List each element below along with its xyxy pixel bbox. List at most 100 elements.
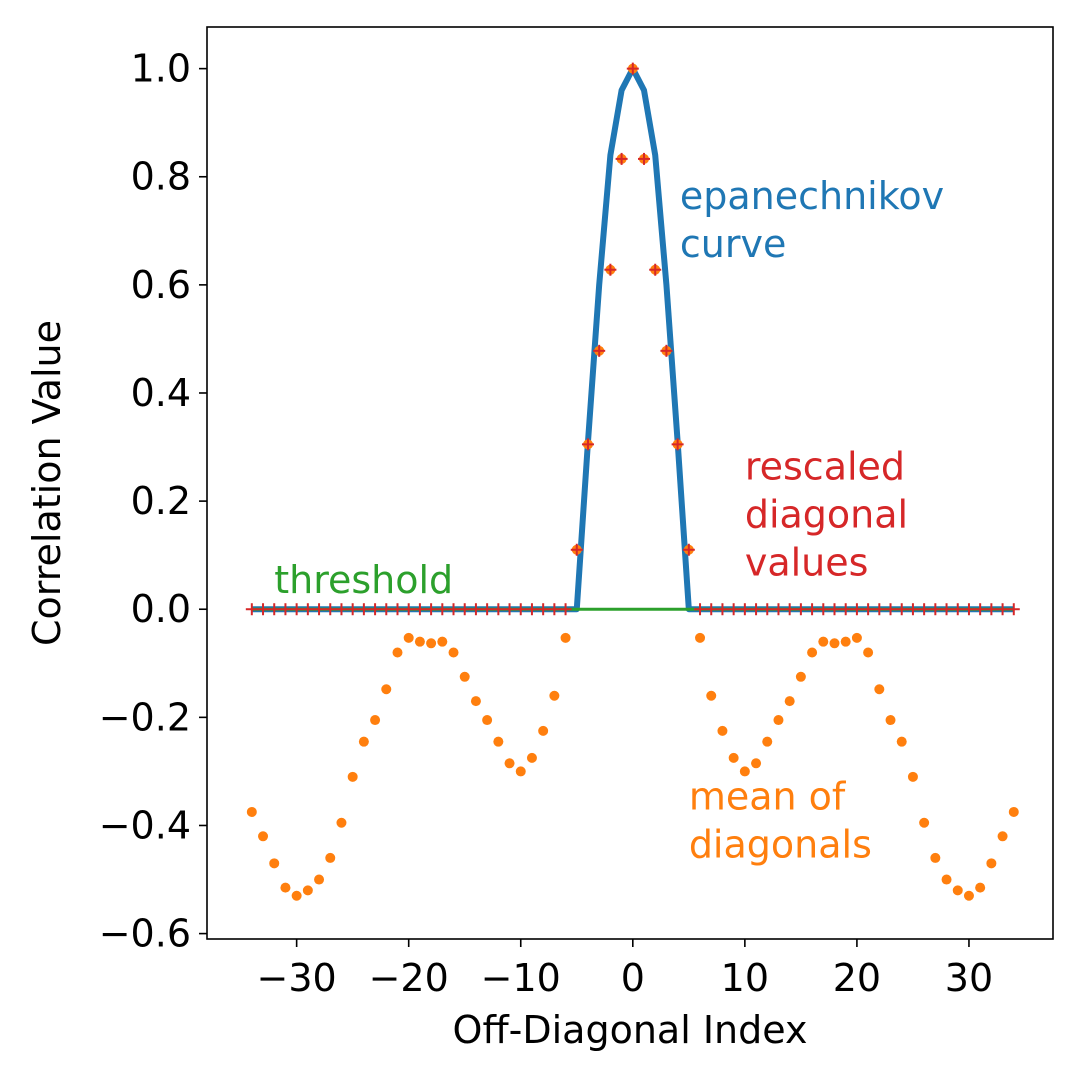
plus-marker [626, 62, 639, 75]
plus-marker [492, 603, 505, 616]
data-point [482, 715, 493, 726]
plus-marker [447, 603, 460, 616]
data-point [717, 725, 728, 736]
plus-marker [570, 543, 583, 556]
data-point [437, 636, 448, 647]
plus-marker [301, 603, 314, 616]
x-tick-label: 0 [621, 956, 645, 1000]
y-tick-label: −0.6 [99, 912, 191, 956]
plus-marker [1007, 603, 1020, 616]
series-3-plus [245, 62, 1020, 616]
plus-marker [481, 603, 494, 616]
plus-marker [794, 603, 807, 616]
plus-marker [985, 603, 998, 616]
plus-marker [245, 603, 258, 616]
data-point [930, 852, 941, 863]
x-axis-label: Off-Diagonal Index [453, 1008, 808, 1052]
annotation-label: epanechnikov curve [680, 174, 944, 266]
data-point [896, 736, 907, 747]
data-point [370, 715, 381, 726]
data-point [448, 647, 459, 658]
data-point [314, 874, 325, 885]
data-point [347, 771, 358, 782]
plus-marker [469, 603, 482, 616]
plus-marker [918, 603, 931, 616]
data-point [325, 852, 336, 863]
data-point [459, 671, 470, 682]
plus-marker [772, 603, 785, 616]
plus-marker [806, 603, 819, 616]
data-point [403, 632, 414, 643]
plus-marker [313, 603, 326, 616]
plus-marker [649, 263, 662, 276]
data-point [358, 736, 369, 747]
data-point [1008, 806, 1019, 817]
y-tick-label: 0.6 [131, 263, 191, 307]
plus-marker [537, 603, 550, 616]
data-point [829, 638, 840, 649]
plus-marker [660, 344, 673, 357]
data-point [381, 684, 392, 695]
plus-marker [380, 603, 393, 616]
y-tick-label: −0.4 [99, 803, 191, 847]
plus-marker [974, 603, 987, 616]
plot-frame [206, 26, 1054, 940]
data-point [504, 758, 515, 769]
plus-marker [940, 603, 953, 616]
data-point [919, 817, 930, 828]
data-point [941, 874, 952, 885]
y-tick-label: 0.0 [131, 587, 191, 631]
data-point [762, 736, 773, 747]
plus-marker [694, 603, 707, 616]
data-point [302, 885, 313, 896]
data-point [392, 647, 403, 658]
plus-marker [548, 603, 561, 616]
data-point [426, 638, 437, 649]
x-tick-label: −30 [257, 956, 337, 1000]
data-point [560, 632, 571, 643]
data-point [538, 725, 549, 736]
plus-marker [705, 603, 718, 616]
plus-marker [671, 438, 684, 451]
plus-marker [581, 438, 594, 451]
plus-marker [929, 603, 942, 616]
plus-marker [951, 603, 964, 616]
plus-marker [716, 603, 729, 616]
plus-marker [817, 603, 830, 616]
plus-marker [290, 603, 303, 616]
y-tick-label: −0.2 [99, 695, 191, 739]
plus-marker [615, 152, 628, 165]
data-point [695, 632, 706, 643]
data-point [258, 831, 269, 842]
plus-marker [750, 603, 763, 616]
data-point [963, 890, 974, 901]
plus-marker [727, 603, 740, 616]
plus-marker [391, 603, 404, 616]
data-point [739, 766, 750, 777]
plus-marker [413, 603, 426, 616]
plus-marker [268, 603, 281, 616]
plus-marker [425, 603, 438, 616]
plus-marker [906, 603, 919, 616]
y-tick-label: 0.8 [131, 155, 191, 199]
data-point [840, 636, 851, 647]
plus-marker [436, 603, 449, 616]
plus-marker [638, 152, 651, 165]
data-point [952, 885, 963, 896]
data-point [818, 636, 829, 647]
plus-marker [761, 603, 774, 616]
data-point [526, 752, 537, 763]
x-tick-label: 20 [833, 956, 881, 1000]
plus-marker [346, 603, 359, 616]
plus-marker [593, 344, 606, 357]
data-point [414, 636, 425, 647]
plus-marker [738, 603, 751, 616]
data-point [874, 684, 885, 695]
plus-marker [503, 603, 516, 616]
plus-marker [884, 603, 897, 616]
data-point [997, 831, 1008, 842]
plus-marker [369, 603, 382, 616]
plot-area [245, 62, 1020, 901]
